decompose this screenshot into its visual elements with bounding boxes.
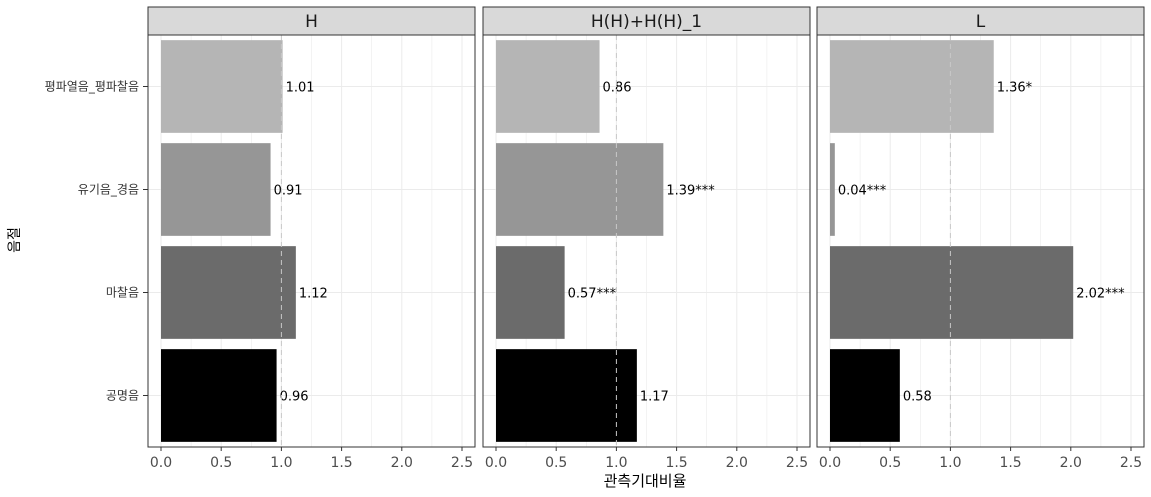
bar-value-label: 0.91 (274, 184, 303, 199)
facet-panel: H(H)+H(H)_1 0.86 1.39*** 0.57*** 1.17 0.0 0.5 1… (482, 6, 811, 471)
x-tick-label: 1.0 (270, 455, 292, 471)
bar (830, 349, 900, 442)
bar (161, 349, 277, 442)
bar (496, 143, 664, 236)
bar (496, 40, 600, 133)
bar (161, 246, 296, 339)
panel-border (816, 34, 1145, 448)
x-tick-label: 2.5 (1120, 455, 1142, 471)
x-tick-label: 1.5 (330, 455, 352, 471)
x-tick-label: 0.5 (545, 455, 567, 471)
x-tick-label: 2.0 (1060, 455, 1082, 471)
bar (161, 40, 283, 133)
facet-strip (482, 6, 811, 36)
bar (830, 40, 994, 133)
x-tick-label: 0.5 (210, 455, 232, 471)
bar-value-label: 0.86 (603, 81, 632, 96)
bar (496, 349, 637, 442)
x-tick-label: 2.0 (726, 455, 748, 471)
facet-panel: L 1.36* 0.04*** 2.02*** 0.58 0.0 0.5 1.0 1.5 2.0 2… (816, 6, 1145, 471)
bar-value-label: 1.17 (640, 390, 669, 405)
bar-value-label: 0.57*** (568, 287, 617, 302)
bar (161, 143, 271, 236)
y-tick-label: 공명음 (106, 389, 139, 403)
x-tick-label: 0.0 (485, 455, 507, 471)
x-tick-label: 2.0 (391, 455, 413, 471)
bar (830, 246, 1074, 339)
facet-title: L (976, 12, 986, 32)
x-tick-label: 2.5 (451, 455, 473, 471)
x-tick-label: 0.5 (879, 455, 901, 471)
x-tick-label: 0.0 (819, 455, 841, 471)
x-tick-label: 1.5 (999, 455, 1021, 471)
bar-value-label: 1.01 (286, 81, 315, 96)
bar-value-label: 1.12 (299, 287, 328, 302)
x-tick-label: 0.0 (150, 455, 172, 471)
panel-border (147, 34, 476, 448)
bar-value-label: 0.58 (903, 390, 932, 405)
y-axis-title: 음절 (7, 227, 23, 253)
x-tick-label: 1.5 (665, 455, 687, 471)
x-axis-title: 관측기대비율 (604, 472, 687, 490)
bar-value-label: 0.04*** (838, 184, 887, 199)
bar-value-label: 1.36* (997, 81, 1033, 96)
x-tick-label: 1.0 (605, 455, 627, 471)
panel-border (482, 34, 811, 448)
bar-value-label: 1.39*** (666, 184, 715, 199)
y-tick-label: 마찰음 (106, 286, 139, 300)
bar (830, 143, 835, 236)
x-tick-label: 1.0 (939, 455, 961, 471)
facet-title: H(H)+H(H)_1 (591, 12, 702, 32)
y-tick-label: 유기음_경음 (78, 183, 139, 197)
bar (496, 246, 565, 339)
bar-value-label: 0.96 (280, 390, 309, 405)
x-tick-label: 2.5 (786, 455, 808, 471)
facet-title: H (305, 12, 318, 32)
facet-panel: H 1.01 0.91 1.12 0.96 0.0 0.5 1.0 1.5 2.0 2.5 (147, 6, 476, 471)
y-tick-label: 평파열음_평파찰음 (45, 80, 139, 94)
bar-value-label: 2.02*** (1076, 287, 1125, 302)
facet-strip (147, 6, 476, 36)
